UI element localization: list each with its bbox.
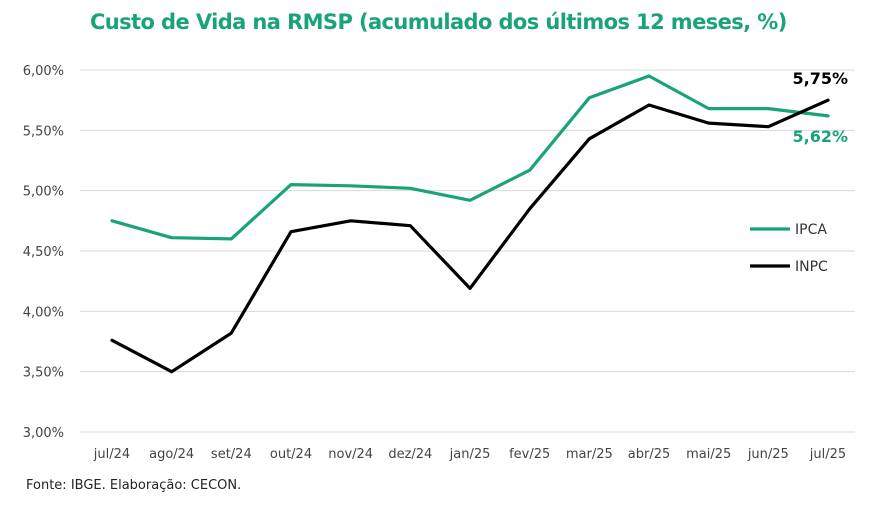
y-tick-label: 5,50%: [23, 124, 64, 139]
x-tick-label: mar/25: [566, 447, 613, 462]
x-tick-label: jul/25: [809, 447, 846, 462]
x-tick-label: mai/25: [686, 447, 731, 462]
y-tick-label: 3,00%: [23, 426, 64, 441]
end-labels: 5,75% 5,62%: [792, 69, 848, 146]
x-tick-label: ago/24: [149, 447, 194, 462]
y-tick-label: 4,00%: [23, 305, 64, 320]
x-axis-ticks: jul/24 ago/24 set/24 out/24 nov/24 dez/24 jan/…: [93, 447, 846, 462]
x-tick-label: abr/25: [628, 447, 671, 462]
x-tick-label: fev/25: [509, 447, 550, 462]
y-tick-label: 3,50%: [23, 366, 64, 381]
source-note: Fonte: IBGE. Elaboração: CECON.: [26, 478, 242, 493]
x-tick-label: out/24: [270, 447, 312, 462]
x-tick-label: set/24: [211, 447, 252, 462]
series-lines: [110, 74, 830, 374]
end-label-ipca: 5,62%: [792, 127, 848, 146]
y-tick-label: 6,00%: [23, 64, 64, 79]
end-label-inpc: 5,75%: [792, 69, 848, 88]
x-tick-label: jul/24: [93, 447, 130, 462]
series-line-inpc: [110, 98, 830, 374]
series-line-ipca: [110, 74, 830, 241]
gridlines: [80, 69, 855, 433]
y-tick-label: 5,00%: [23, 185, 64, 200]
x-tick-label: nov/24: [328, 447, 373, 462]
legend: IPCA INPC: [750, 222, 828, 275]
legend-label-ipca: IPCA: [795, 222, 827, 238]
x-tick-label: jan/25: [449, 447, 491, 462]
legend-label-inpc: INPC: [795, 259, 828, 275]
x-tick-label: dez/24: [388, 447, 432, 462]
chart-title: Custo de Vida na RMSP (acumulado dos últ…: [90, 10, 787, 34]
x-tick-label: jun/25: [747, 447, 789, 462]
y-tick-label: 4,50%: [23, 245, 64, 260]
y-axis-ticks: 3,00% 3,50% 4,00% 4,50% 5,00% 5,50% 6,00%: [23, 64, 64, 441]
